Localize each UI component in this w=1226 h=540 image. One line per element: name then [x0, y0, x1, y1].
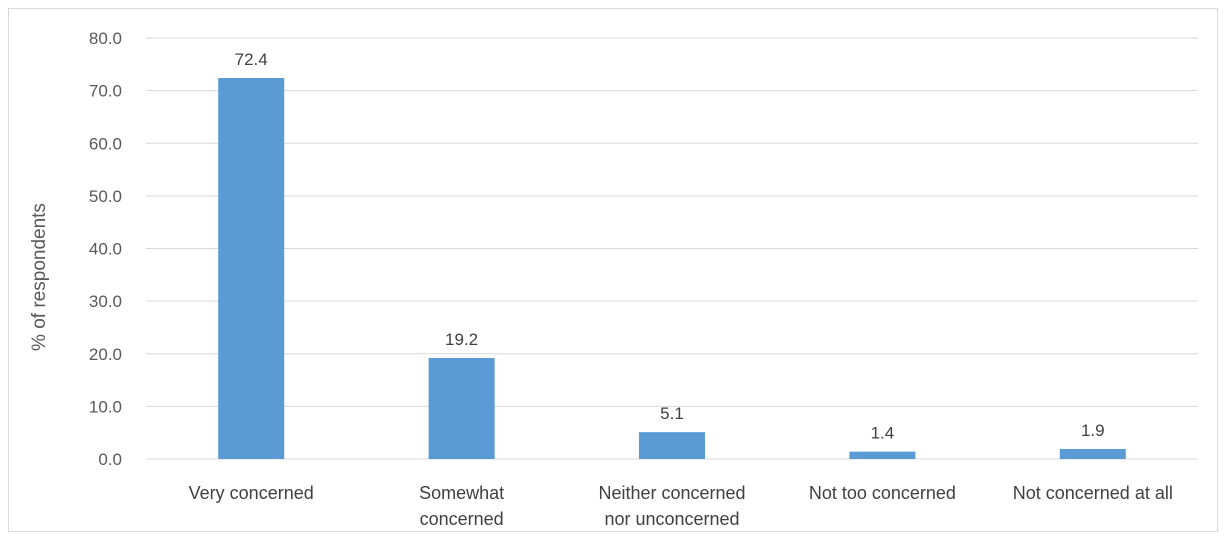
- x-category-label: Neither concerned: [598, 483, 745, 503]
- data-label: 1.4: [871, 424, 895, 443]
- data-label: 1.9: [1081, 421, 1105, 440]
- y-tick-label: 70.0: [89, 82, 122, 101]
- data-label: 5.1: [660, 404, 684, 423]
- y-tick-label: 30.0: [89, 292, 122, 311]
- bar: [218, 77, 285, 460]
- gridlines: [146, 37, 1198, 460]
- y-tick-label: 60.0: [89, 134, 122, 153]
- bar: [849, 451, 916, 459]
- y-tick-label: 40.0: [89, 240, 122, 259]
- x-category-label: nor unconcerned: [604, 509, 739, 529]
- x-category-label: concerned: [420, 509, 504, 529]
- y-tick-label: 10.0: [89, 397, 122, 416]
- chart-frame: [8, 8, 1218, 532]
- data-label: 72.4: [235, 50, 268, 69]
- bar: [1059, 449, 1126, 459]
- bars: [218, 77, 1126, 460]
- x-axis-labels: Very concerned Somewhat concerned Neither c…: [189, 483, 1173, 529]
- y-tick-label: 50.0: [89, 187, 122, 206]
- x-category-label: Very concerned: [189, 483, 314, 503]
- y-tick-label: 20.0: [89, 345, 122, 364]
- y-tick-label: 0.0: [98, 450, 122, 469]
- x-category-label: Not concerned at all: [1013, 483, 1173, 503]
- x-category-label: Not too concerned: [809, 483, 956, 503]
- data-labels: 72.4 19.2 5.1 1.4 1.9: [235, 50, 1105, 443]
- bar: [639, 432, 705, 459]
- y-tick-label: 80.0: [89, 29, 122, 48]
- y-axis-title: % of respondents: [29, 203, 50, 351]
- x-category-label: Somewhat: [419, 483, 504, 503]
- bar: [428, 357, 495, 459]
- data-label: 19.2: [445, 330, 478, 349]
- y-axis-ticks: 0.0 10.0 20.0 30.0 40.0 50.0 60.0 70.0 80.0: [89, 29, 122, 469]
